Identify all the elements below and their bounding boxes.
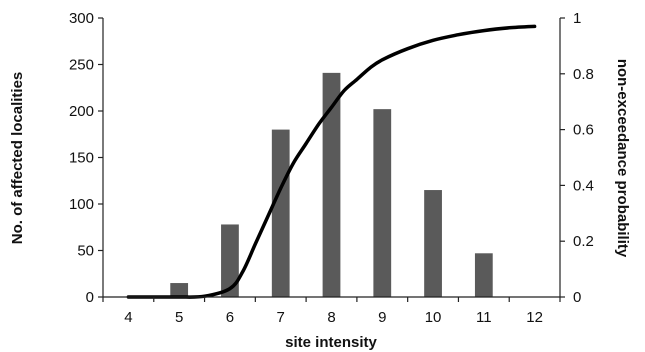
bar-series [170, 72, 493, 298]
probability-line [126, 24, 537, 299]
y2-tick-label: 0.2 [573, 233, 594, 250]
y-tick-label: 150 [69, 150, 94, 167]
y-tick-label: 250 [69, 57, 94, 74]
x-tick-label: 4 [124, 309, 132, 326]
y-axis-title: No. of affected localities [9, 72, 26, 245]
bar [322, 72, 341, 298]
y2-tick-label: 0 [573, 289, 581, 306]
y-tick-label: 200 [69, 103, 94, 120]
y-tick-label: 300 [69, 10, 94, 27]
x-tick-label: 12 [526, 309, 543, 326]
x-tick-label: 6 [226, 309, 234, 326]
y-tick-label: 0 [86, 289, 94, 306]
x-tick-label: 5 [175, 309, 183, 326]
probability-curve [126, 24, 537, 299]
y2-tick-label: 0.8 [573, 66, 594, 83]
y-tick-label: 100 [69, 196, 94, 213]
x-tick-label: 8 [327, 309, 335, 326]
axes: 0 50 100 150 200 250 300 0 0.2 0.4 0.6 0.8 1 4 5 6 7 8 9 10… [69, 10, 594, 326]
bar [221, 224, 239, 297]
bar [170, 283, 189, 297]
x-tick-label: 9 [378, 309, 386, 326]
bar [474, 253, 493, 297]
bar [424, 190, 442, 297]
x-tick-label: 10 [425, 309, 442, 326]
y2-tick-label: 1 [573, 10, 581, 27]
x-tick-label: 11 [476, 309, 492, 326]
y2-tick-label: 0.4 [573, 177, 594, 194]
bar [373, 109, 392, 297]
bar [271, 129, 290, 297]
x-tick-label: 7 [277, 309, 285, 326]
y-tick-label: 50 [77, 243, 94, 260]
y2-tick-label: 0.6 [573, 122, 594, 139]
y2-axis-title: non-exceedance probability [614, 59, 631, 258]
x-axis-title: site intensity [285, 334, 377, 351]
